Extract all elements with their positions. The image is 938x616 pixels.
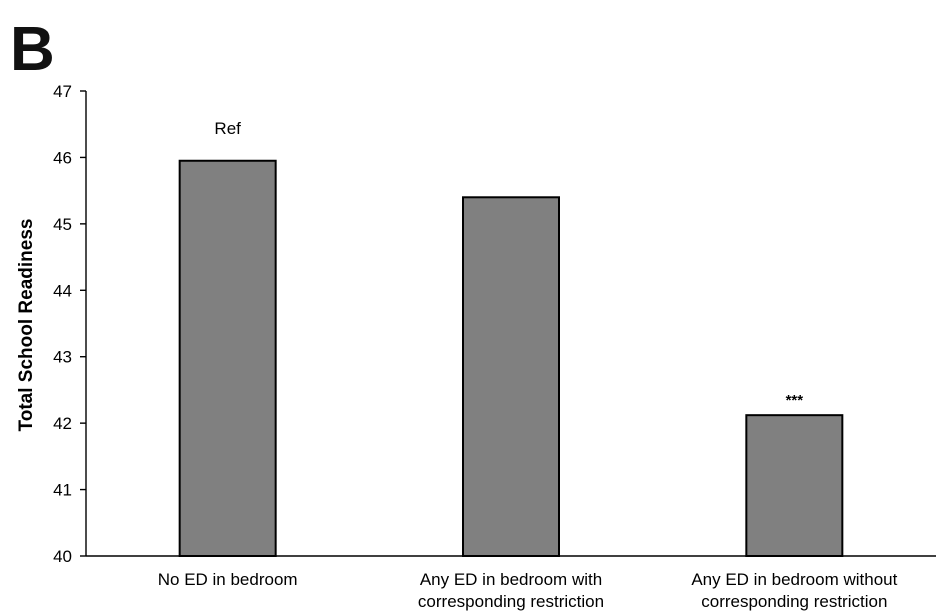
y-axis-ticks: 40 41 42 43 44 45 46 47 — [53, 82, 86, 566]
bars — [178, 159, 844, 558]
y-tick-label: 45 — [53, 215, 72, 234]
panel-label: B — [10, 15, 55, 84]
bar-annotations: Ref *** — [214, 119, 803, 409]
x-category-label: No ED in bedroom — [158, 570, 298, 589]
bar-annotation: *** — [786, 392, 804, 409]
y-tick-label: 44 — [53, 281, 72, 300]
y-tick-label: 43 — [53, 348, 72, 367]
y-tick-label: 42 — [53, 414, 72, 433]
y-tick-label: 46 — [53, 148, 72, 167]
x-category-label: Any ED in bedroom with corresponding rest… — [418, 570, 604, 611]
x-category-label: Any ED in bedroom without corresponding r… — [691, 570, 897, 611]
bar-annotation: Ref — [214, 119, 241, 138]
y-tick-label: 41 — [53, 481, 72, 500]
category-labels: No ED in bedroom Any ED in bedroom with co… — [158, 570, 898, 611]
y-tick-label: 47 — [53, 82, 72, 101]
y-tick-label: 40 — [53, 547, 72, 566]
y-axis-label: Total School Readiness — [16, 219, 37, 432]
bar — [462, 196, 560, 558]
bar — [745, 414, 844, 557]
bar — [178, 159, 277, 557]
